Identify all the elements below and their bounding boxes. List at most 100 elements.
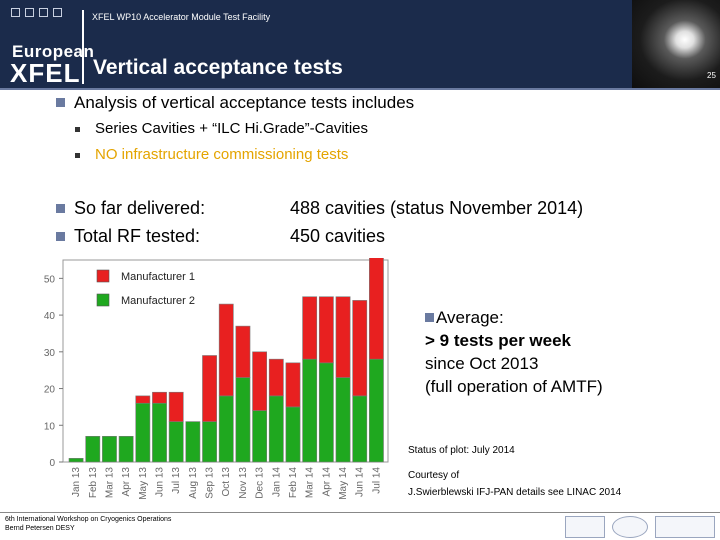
logo-squares-icon [11, 8, 71, 18]
bar-segment [285, 406, 301, 463]
header-separator [82, 10, 84, 84]
facility-name: XFEL WP10 Accelerator Module Test Facili… [92, 12, 271, 22]
bar-segment [168, 421, 184, 463]
x-tick-label: Nov 13 [238, 467, 249, 499]
bar-segment [302, 358, 318, 463]
slide-title: Vertical acceptance tests [93, 56, 343, 79]
logo-xfel: XFEL [10, 58, 81, 88]
x-tick-label: Jul 13 [171, 467, 182, 494]
delivered-value: 488 cavities (status November 2014) [290, 198, 584, 218]
bullet-square-icon [56, 232, 65, 241]
x-tick-label: Jun 14 [355, 467, 366, 497]
bar-chart: 0 10 20 30 40 50 Jan 13 Feb 13 Mar 13 Apr 13 May 1… [44, 258, 389, 500]
subitem-no-infrastructure: NO infrastructure commissioning tests [95, 146, 349, 163]
bar-segment [252, 410, 268, 463]
bar-segment [318, 362, 334, 463]
bar-segment [218, 395, 234, 463]
delivered-label: So far delivered: [74, 198, 206, 218]
bar-segment [352, 300, 368, 397]
plot-status: Status of plot: July 2014 [408, 445, 515, 456]
y-tick-label: 10 [44, 421, 56, 432]
bullet-square-icon [56, 204, 65, 213]
x-tick-label: Apr 14 [321, 467, 332, 497]
bar-segment [318, 296, 334, 364]
bar-segment [352, 395, 368, 463]
bar-segment [102, 435, 117, 463]
average-since: since Oct 2013 [425, 354, 539, 373]
tested-label: Total RF tested: [74, 226, 201, 246]
courtesy-source: J.Swierblewski IFJ-PAN details see LINAC… [408, 487, 622, 498]
header-underline [0, 88, 720, 90]
legend-label: Manufacturer 2 [121, 295, 195, 307]
legend-label: Manufacturer 1 [121, 271, 195, 283]
bullet-square-icon [56, 98, 65, 107]
bar-segment [369, 258, 384, 360]
sub-bullet-icon [75, 153, 80, 158]
tested-value: 450 cavities [290, 226, 386, 246]
bar-segment [235, 377, 251, 463]
bar-segment [135, 402, 151, 463]
bar-segment [235, 325, 251, 378]
y-tick-label: 50 [44, 274, 56, 285]
bar-segment [85, 435, 101, 463]
legend-swatch [96, 269, 110, 283]
x-tick-label: Jan 13 [71, 467, 82, 497]
photo-cavity-icon [632, 0, 720, 88]
bar-segment [152, 402, 167, 463]
bar-segment [252, 351, 268, 411]
x-tick-label: Jun 13 [155, 467, 166, 497]
bar-segment [68, 458, 84, 463]
partner-logo-icon [655, 516, 715, 538]
bar-segment [202, 355, 217, 422]
bar-segment [285, 362, 301, 408]
average-rate: > 9 tests per week [425, 331, 572, 350]
sub-bullet-icon [75, 127, 80, 132]
bar-segment [118, 435, 134, 463]
bar-segment [218, 303, 234, 397]
x-tick-label: Feb 14 [288, 467, 299, 499]
partner-logo-icon [612, 516, 648, 538]
x-tick-label: May 14 [338, 467, 349, 500]
bar-segment [152, 391, 167, 404]
x-tick-label: Jul 14 [371, 467, 382, 494]
logo-european: European [12, 42, 95, 61]
bar-segment [268, 358, 284, 397]
average-label: Average: [436, 308, 504, 327]
page-number: 25 [707, 71, 716, 80]
bar-segment [302, 296, 318, 360]
header-bar: European XFEL XFEL WP10 Accelerator Modu… [0, 0, 720, 88]
x-tick-label: Oct 13 [221, 467, 232, 497]
x-tick-label: Mar 13 [104, 467, 115, 499]
bar-segment [168, 391, 184, 422]
x-tick-label: Apr 13 [121, 467, 132, 497]
bar-segment [135, 395, 151, 404]
x-tick-label: May 13 [138, 467, 149, 500]
bar-segment [268, 395, 284, 463]
bullet-square-icon [425, 313, 434, 322]
average-annotation: Average: > 9 tests per week since Oct 20… [425, 306, 603, 398]
footer-text: 6th International Workshop on Cryogenics… [5, 515, 171, 533]
x-tick-label: Dec 13 [255, 467, 266, 499]
x-tick-label: Sep 13 [205, 467, 216, 499]
infn-logo-icon [565, 516, 605, 538]
intro-text: Analysis of vertical acceptance tests in… [74, 93, 415, 112]
x-tick-label: Mar 14 [305, 467, 316, 499]
x-tick-label: Jan 14 [271, 467, 282, 497]
y-tick-label: 30 [44, 348, 56, 359]
y-tick-label: 20 [44, 385, 56, 396]
bar-segment [202, 421, 217, 463]
y-tick-label: 0 [49, 458, 55, 469]
bar-segment [185, 421, 201, 463]
x-tick-label: Feb 13 [88, 467, 99, 499]
courtesy-label: Courtesy of [408, 470, 460, 481]
workshop-name: 6th International Workshop on Cryogenics… [5, 516, 172, 523]
x-tick-label: Aug 13 [188, 467, 199, 499]
average-note: (full operation of AMTF) [425, 377, 603, 396]
bar-segment [335, 377, 351, 463]
subitem-series: Series Cavities + “ILC Hi.Grade”-Cavitie… [95, 120, 368, 137]
author-name: Bernd Petersen DESY [5, 525, 75, 532]
bar-segment [369, 358, 384, 463]
bar-segment [335, 296, 351, 378]
y-tick-label: 40 [44, 311, 56, 322]
footer-divider [0, 512, 720, 513]
